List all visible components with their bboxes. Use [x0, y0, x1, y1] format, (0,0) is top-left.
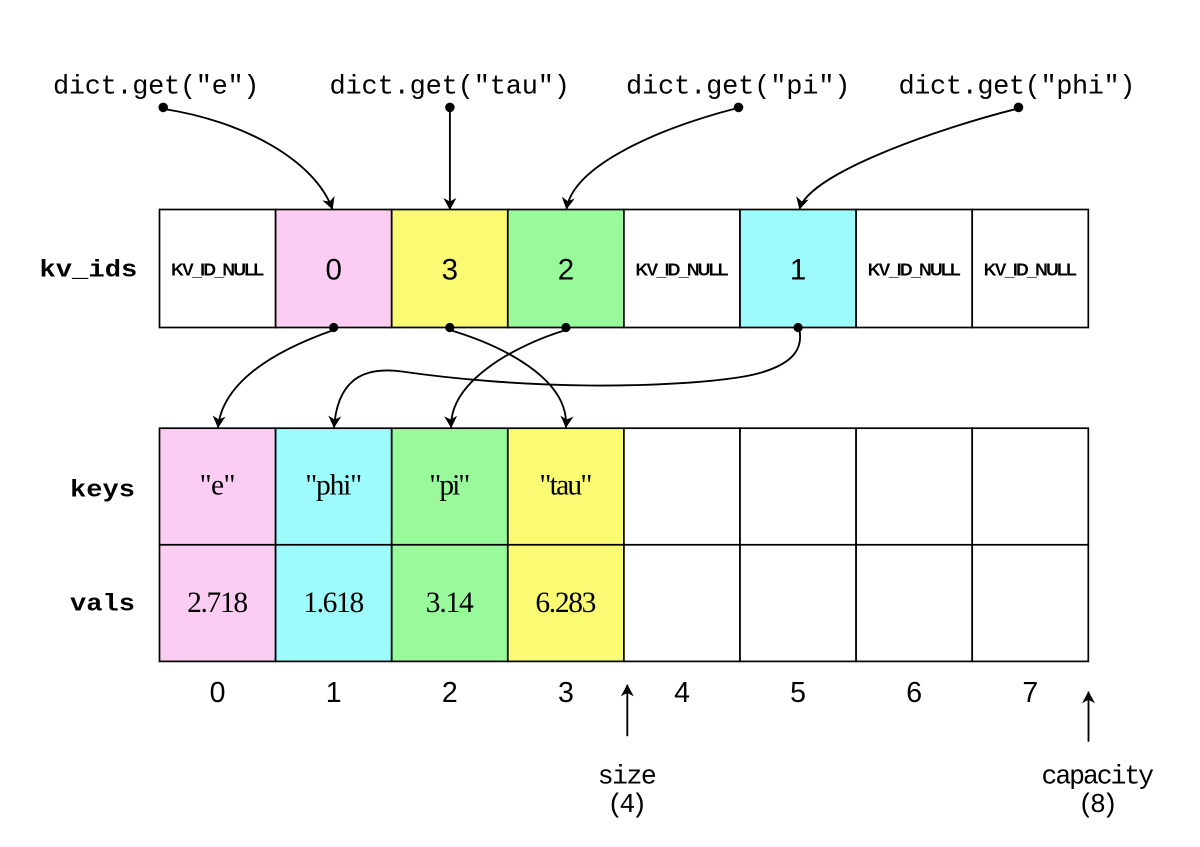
svg-text:dict.get("pi"): dict.get("pi") [626, 73, 851, 103]
svg-text:3: 3 [558, 677, 574, 709]
svg-text:1.618: 1.618 [303, 587, 364, 619]
svg-text:3.14: 3.14 [426, 587, 474, 619]
svg-text:0: 0 [210, 677, 226, 709]
svg-text:"phi": "phi" [305, 470, 362, 502]
svg-text:0: 0 [325, 254, 341, 287]
svg-text:keys: keys [70, 478, 135, 505]
svg-text:"pi": "pi" [429, 470, 470, 502]
svg-text:6.283: 6.283 [535, 587, 596, 619]
svg-text:"tau": "tau" [539, 470, 592, 502]
svg-text:6: 6 [906, 677, 922, 709]
svg-text:(8): (8) [1078, 790, 1118, 820]
svg-text:2.718: 2.718 [187, 587, 248, 619]
svg-text:KV_ID_NULL: KV_ID_NULL [984, 259, 1077, 279]
svg-text:KV_ID_NULL: KV_ID_NULL [636, 259, 729, 279]
svg-text:vals: vals [70, 592, 135, 619]
svg-text:size: size [598, 762, 657, 792]
svg-text:dict.get("phi"): dict.get("phi") [899, 73, 1136, 103]
svg-text:"e": "e" [200, 470, 236, 502]
svg-text:2: 2 [558, 254, 574, 287]
svg-text:4: 4 [674, 677, 690, 709]
svg-text:capacity: capacity [1042, 762, 1155, 792]
svg-text:3: 3 [442, 254, 458, 287]
svg-text:5: 5 [790, 677, 806, 709]
svg-text:KV_ID_NULL: KV_ID_NULL [171, 259, 264, 279]
svg-text:dict.get("tau"): dict.get("tau") [330, 73, 571, 103]
svg-text:kv_ids: kv_ids [39, 258, 137, 285]
svg-text:KV_ID_NULL: KV_ID_NULL [868, 259, 961, 279]
svg-text:dict.get("e"): dict.get("e") [53, 73, 260, 103]
svg-text:(4): (4) [607, 790, 647, 820]
svg-text:2: 2 [442, 677, 458, 709]
svg-text:1: 1 [326, 677, 342, 709]
svg-text:1: 1 [790, 254, 806, 287]
svg-text:7: 7 [1022, 677, 1038, 709]
